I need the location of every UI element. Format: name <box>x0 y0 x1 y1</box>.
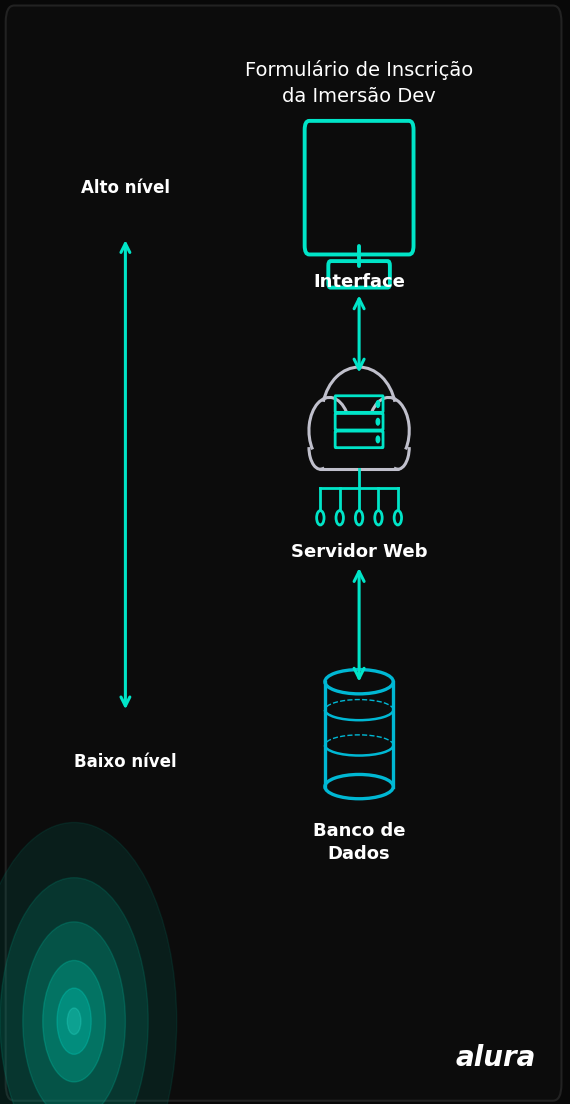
Circle shape <box>0 822 177 1104</box>
Circle shape <box>43 960 105 1082</box>
Circle shape <box>57 988 91 1054</box>
Text: Alto nível: Alto nível <box>81 179 170 197</box>
Text: alura: alura <box>455 1043 536 1072</box>
Circle shape <box>376 418 380 425</box>
Circle shape <box>0 878 148 1104</box>
Circle shape <box>23 922 125 1104</box>
Circle shape <box>67 1008 81 1034</box>
FancyBboxPatch shape <box>6 6 561 1101</box>
Circle shape <box>376 401 380 407</box>
Text: Servidor Web: Servidor Web <box>291 543 428 561</box>
Circle shape <box>376 436 380 443</box>
Text: Interface: Interface <box>313 273 405 290</box>
Text: Baixo nível: Baixo nível <box>74 753 177 771</box>
Text: Banco de
Dados: Banco de Dados <box>313 821 405 863</box>
Text: Formulário de Inscrição
da Imersão Dev: Formulário de Inscrição da Imersão Dev <box>245 60 473 106</box>
